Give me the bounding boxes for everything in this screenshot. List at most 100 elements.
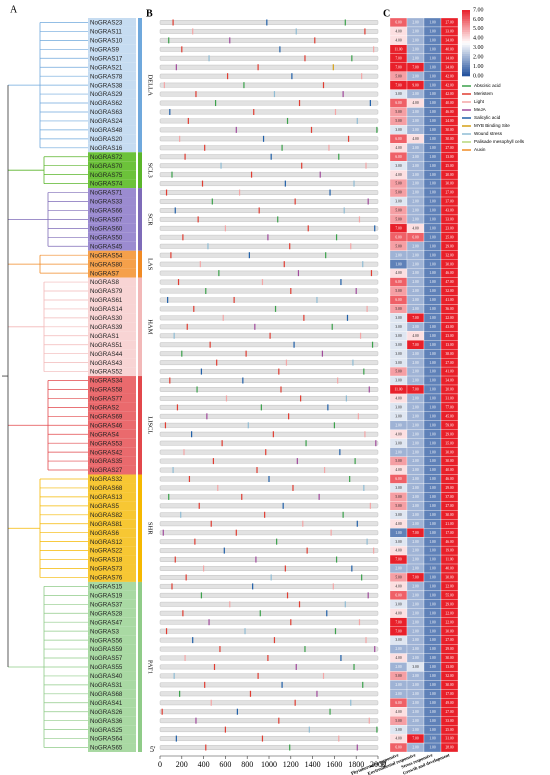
gene-label-bg	[88, 608, 136, 618]
gene-label-bg	[88, 411, 136, 421]
gene-label: NoGRAS21	[90, 64, 123, 71]
gene-label: NoGRAS82	[90, 512, 123, 519]
subfamily-bar	[138, 250, 142, 278]
cis-element	[289, 243, 291, 250]
subfamily-label: LAS	[147, 258, 154, 271]
gene-label-bg	[88, 197, 136, 206]
cis-element	[194, 538, 196, 545]
cis-element	[201, 180, 204, 187]
heatmap-value: 28.00	[445, 746, 453, 750]
heatmap-value: 3.00	[395, 352, 401, 356]
heatmap-value: 21.00	[445, 522, 453, 526]
cis-element	[376, 126, 378, 133]
gene-label: NoGRAS50	[90, 234, 123, 241]
gene-label-bg	[88, 286, 136, 296]
cis-element	[220, 162, 222, 169]
heatmap-value: 1.00	[429, 674, 435, 678]
cis-element	[267, 234, 269, 241]
cis-element	[329, 708, 331, 715]
gene-label: NoGRAS39	[90, 324, 123, 331]
heatmap-value: 4.00	[395, 146, 401, 150]
cis-element	[200, 368, 203, 375]
heatmap-value: 1.00	[429, 271, 435, 275]
cis-element	[261, 279, 264, 286]
heatmap-value: 17.00	[445, 692, 453, 696]
gene-label: NoGRAS22	[90, 548, 123, 555]
gene-label-bg	[88, 376, 136, 385]
heatmap-value: 37.00	[445, 495, 453, 499]
x-tick-label: 0	[158, 760, 162, 769]
color-scale-step	[462, 38, 470, 42]
color-scale-label: 5.00	[473, 26, 484, 32]
subfamily-bar	[138, 376, 142, 475]
gene-label: NoGRAS15	[90, 584, 123, 591]
cis-element	[183, 449, 185, 456]
heatmap-value: 46.00	[445, 477, 453, 481]
cis-element	[308, 726, 310, 733]
cis-element	[244, 628, 246, 635]
heatmap-value: 2.00	[412, 406, 418, 410]
heatmap-value: 3.00	[395, 513, 401, 517]
heatmap-value: 27.00	[445, 21, 453, 25]
cis-element	[369, 502, 371, 509]
cis-element	[363, 484, 365, 491]
promoter-line	[159, 413, 379, 419]
gene-label: NoGRAS37	[90, 601, 123, 608]
cis-element	[264, 511, 266, 518]
color-scale-step	[462, 49, 470, 53]
heatmap-value: 2.00	[412, 567, 418, 571]
cis-element	[307, 225, 309, 232]
cis-element	[361, 574, 363, 581]
gene-label-bg	[88, 313, 136, 323]
cis-element	[256, 467, 258, 474]
heatmap-value: 46.00	[445, 110, 453, 114]
gene-label: NoGRAS64	[90, 736, 123, 743]
cis-element	[211, 198, 213, 205]
gene-label-bg	[88, 501, 136, 511]
cis-element	[163, 82, 165, 89]
cis-element	[180, 511, 182, 518]
cis-element	[368, 717, 370, 724]
heatmap-value: 1.00	[429, 397, 435, 401]
cis-element	[329, 189, 331, 196]
cis-element	[165, 628, 168, 635]
x-tick-label: 1800	[348, 760, 364, 769]
cis-element	[173, 672, 175, 679]
cis-element	[362, 681, 364, 688]
promoter-line	[159, 37, 379, 43]
cis-element	[369, 100, 371, 107]
heatmap-value: 2.00	[412, 128, 418, 132]
cis-element	[172, 467, 174, 474]
cis-element	[340, 279, 342, 286]
gene-label: NoGRAS65	[90, 745, 123, 752]
cis-element	[161, 708, 163, 715]
heatmap-value: 1.00	[429, 146, 435, 150]
cis-element	[344, 601, 346, 608]
gene-label-bg	[88, 268, 136, 278]
gene-label: NoGRAS9	[90, 46, 119, 53]
heatmap-value: 2.00	[412, 182, 418, 186]
heatmap-value: 43.00	[445, 325, 453, 329]
cis-element	[282, 502, 284, 509]
heatmap-value: 1.00	[429, 701, 435, 705]
cis-element	[304, 55, 306, 62]
cis-element	[164, 422, 167, 429]
cis-element	[281, 681, 283, 688]
heatmap-value: 2.00	[412, 602, 418, 606]
gene-label-bg	[88, 98, 136, 108]
heatmap-value: 4.00	[412, 334, 418, 338]
heatmap-value: 3.00	[395, 602, 401, 606]
cis-element	[345, 395, 347, 402]
heatmap-value: 1.00	[429, 128, 435, 132]
gene-label: NoGRAS57	[90, 655, 123, 662]
promoter-line	[159, 369, 379, 374]
heatmap-value: 2.00	[412, 701, 418, 705]
heatmap-value: 30.00	[445, 128, 453, 132]
cis-element	[373, 46, 375, 53]
heatmap-value: 20.00	[445, 173, 453, 177]
heatmap-value: 2.00	[412, 486, 418, 490]
cis-element	[181, 350, 183, 357]
color-scale-step	[462, 40, 470, 44]
legend-label: Palisade mesophyll cells	[474, 139, 525, 144]
gene-label: NoGRAS43	[90, 360, 123, 367]
